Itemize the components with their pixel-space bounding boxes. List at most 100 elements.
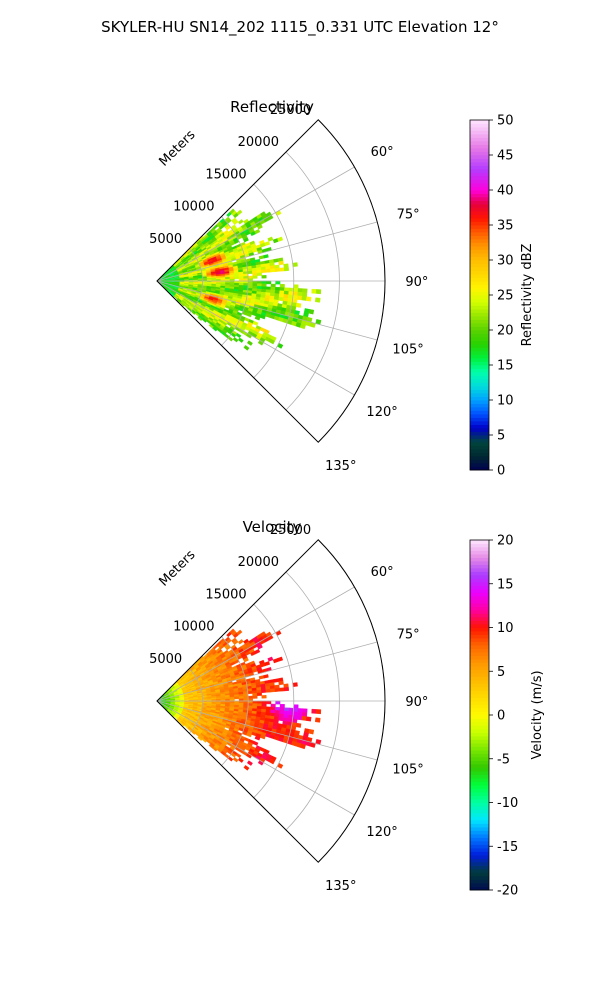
colorbar-segment [470,669,489,674]
range-tick-label: 20000 [238,135,279,150]
colorbar-segment [470,176,489,180]
range-tick-label: 15000 [205,587,246,602]
colorbar-segment [470,365,489,369]
velocity-title: Velocity [243,518,302,536]
colorbar-tick-label: 50 [497,114,514,129]
colorbar-segment [470,648,489,653]
field-cell [314,297,321,303]
colorbar-segment [470,687,489,691]
colorbar-segment [470,872,489,877]
colorbar-segment [470,568,489,572]
colorbar-segment [470,736,489,740]
colorbar-segment [470,123,489,128]
colorbar-segment [470,540,489,544]
field-cell [275,700,281,705]
colorbar-segment [470,169,489,173]
velocity-panel: Velocity 5000 10000 15000 20000 25000 60° 75°… [149,518,545,899]
colorbar-segment [470,701,489,705]
field-cell [237,337,244,343]
colorbar-segment [470,575,489,579]
colorbar-segment [470,148,489,152]
field-cell [274,267,280,272]
reflectivity-grid [156,119,386,443]
field-cell [293,287,299,293]
colorbar-segment [470,834,489,838]
colorbar-segment [470,582,489,586]
colorbar-segment [470,337,489,341]
colorbar-segment [470,883,489,887]
field-cell [311,708,317,714]
colorbar-segment [470,659,489,663]
field-cell [274,687,280,692]
field-cell [296,715,303,721]
field-cell [252,695,258,699]
field-cell [267,656,274,662]
field-cell [268,338,276,345]
colorbar-segment [470,270,489,275]
colorbar-segment [470,438,489,443]
field-cell [237,639,244,645]
wedge-outline [156,539,386,863]
colorbar-tick-label: 25 [497,289,514,304]
colorbar-segment [470,179,489,184]
colorbar-segment [470,442,489,446]
range-tick-label: 10000 [173,620,214,635]
field-cell [314,717,321,723]
field-cell [270,268,276,273]
field-cell [243,345,250,351]
colorbar-segment [470,680,489,684]
field-cell [197,316,203,321]
reflectivity-panel: Reflectivity 5000 10000 15000 20000 25000 60… [149,98,535,479]
colorbar-segment [470,344,489,348]
field-cell [201,318,207,323]
colorbar-segment [470,165,489,170]
colorbar-segment [470,351,489,355]
colorbar-segment [470,120,489,124]
reflectivity-azimuth-ticks: 60° 75° 90° 105° 120° 135° [325,145,428,474]
field-cell [263,674,269,679]
field-cell [259,734,266,740]
field-cell [297,711,303,717]
colorbar-segment [470,211,489,215]
field-cell [247,270,253,275]
field-cell [279,287,285,292]
colorbar-segment [470,652,489,656]
field-cell [278,680,284,686]
colorbar-segment [470,312,489,317]
colorbar-segment [470,792,489,796]
colorbar-segment [470,876,489,880]
colorbar-segment [470,634,489,639]
colorbar-segment [470,774,489,779]
colorbar-tick-label: 5 [497,429,505,444]
colorbar-segment [470,263,489,268]
colorbar-tick-label: -20 [497,884,518,899]
field-cell [301,716,307,721]
colorbar-segment [470,869,489,873]
colorbar-segment [470,617,489,621]
field-cell [247,690,253,695]
colorbar-segment [470,403,489,408]
colorbar-segment [470,183,489,187]
field-cell [225,696,231,700]
field-cell [259,314,266,320]
field-cell [278,260,284,266]
field-cell [235,332,242,339]
colorbar-segment [470,162,489,166]
field-cell [238,693,244,697]
azimuth-tick-label: 60° [371,145,394,160]
field-cell [301,712,308,717]
field-cell [212,326,218,332]
colorbar-segment [470,624,489,628]
field-cell [277,236,284,242]
field-cell [256,692,262,696]
colorbar-segment [470,778,489,782]
field-cell [246,732,252,738]
colorbar-segment [470,375,489,380]
reflectivity-range-ticks: 5000 10000 15000 20000 25000 [149,103,311,247]
colorbar-segment [470,855,489,859]
colorbar-segment [470,666,489,670]
field-cell [278,716,284,722]
azimuth-spoke [156,700,355,816]
colorbar-tick-label: 0 [497,464,505,479]
colorbar-segment [470,382,489,387]
